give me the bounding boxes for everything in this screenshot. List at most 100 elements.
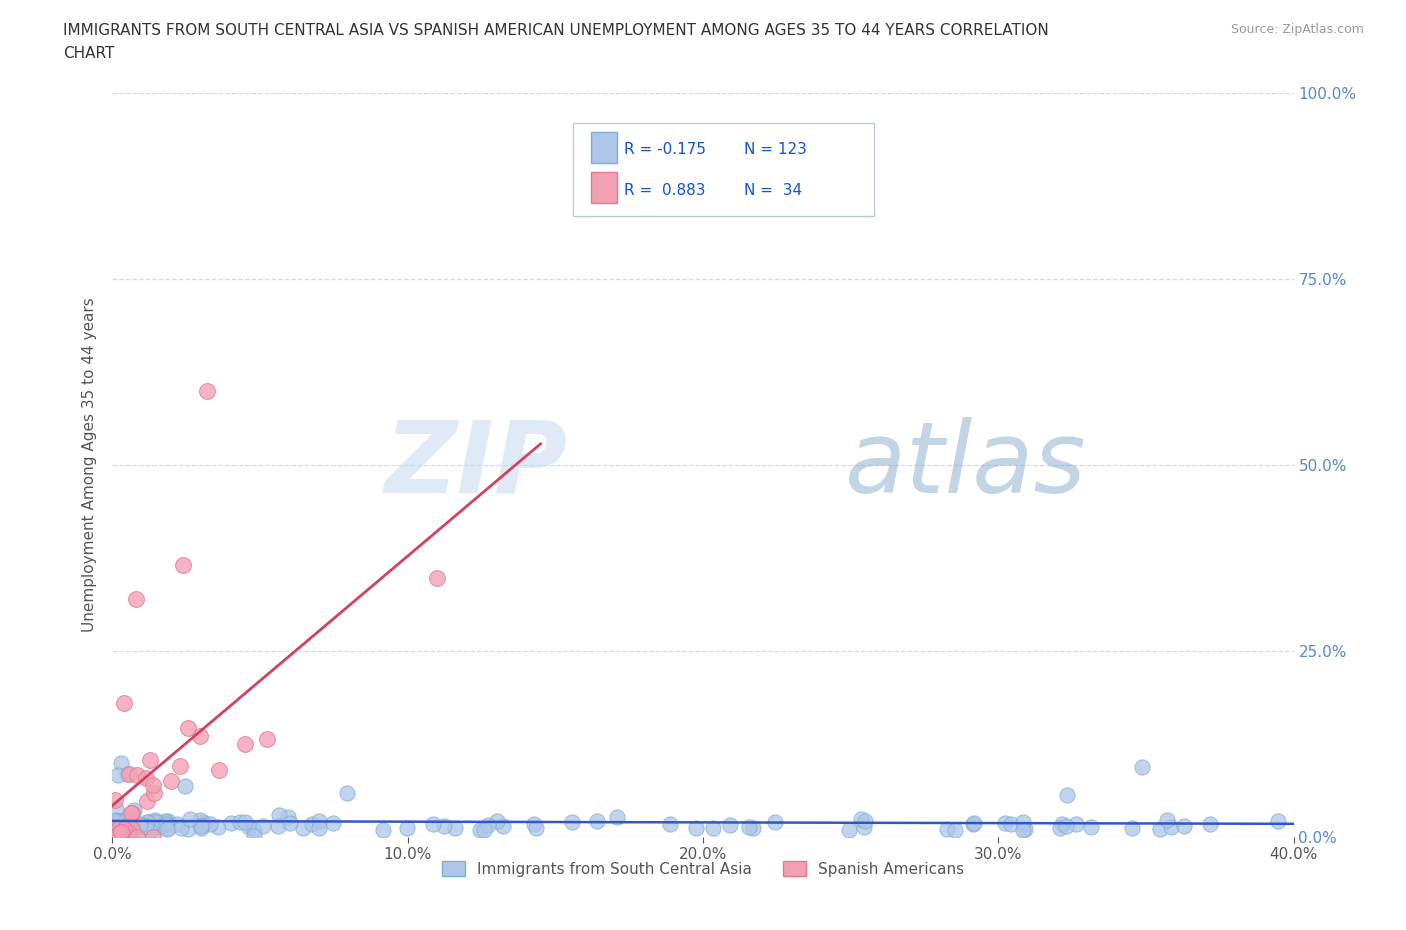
Point: [179, 812, 201, 827]
Point: [114, 830, 136, 844]
Point: [1012, 815, 1035, 830]
Point: [738, 819, 761, 834]
Point: [468, 823, 491, 838]
Point: [742, 820, 765, 835]
Point: [235, 815, 257, 830]
Point: [243, 829, 266, 844]
Point: [198, 817, 221, 831]
Point: [122, 815, 145, 830]
Point: [718, 817, 741, 832]
Point: [103, 816, 125, 830]
Point: [135, 815, 157, 830]
Point: [659, 817, 682, 831]
Point: [477, 818, 499, 833]
Point: [118, 830, 141, 844]
Point: [308, 813, 330, 828]
Point: [169, 821, 191, 836]
Point: [142, 830, 165, 844]
Point: [1064, 817, 1087, 832]
Point: [155, 814, 177, 829]
Point: [962, 817, 984, 831]
Point: [277, 809, 299, 824]
Point: [278, 815, 301, 830]
Point: [176, 821, 198, 836]
Point: [114, 818, 136, 833]
Text: CHART: CHART: [63, 46, 115, 61]
Point: [114, 813, 136, 828]
Point: [267, 808, 290, 823]
Point: [139, 753, 162, 768]
Point: [838, 823, 860, 838]
Point: [117, 825, 139, 840]
Point: [120, 817, 142, 832]
Point: [148, 819, 170, 834]
Point: [685, 820, 707, 835]
Point: [219, 816, 242, 830]
Point: [395, 820, 418, 835]
Point: [145, 817, 167, 832]
FancyBboxPatch shape: [574, 123, 875, 216]
Point: [1056, 788, 1078, 803]
Point: [124, 816, 146, 830]
Point: [135, 793, 157, 808]
Text: N =  34: N = 34: [744, 183, 803, 198]
Text: IMMIGRANTS FROM SOUTH CENTRAL ASIA VS SPANISH AMERICAN UNEMPLOYMENT AMONG AGES 3: IMMIGRANTS FROM SOUTH CENTRAL ASIA VS SP…: [63, 23, 1049, 38]
Point: [336, 785, 359, 800]
Point: [426, 571, 449, 586]
Point: [853, 819, 876, 834]
Point: [188, 728, 211, 743]
Bar: [591, 172, 617, 204]
Bar: [591, 132, 617, 164]
Point: [1156, 813, 1178, 828]
Text: atlas: atlas: [845, 417, 1087, 513]
Point: [172, 558, 194, 573]
Point: [110, 825, 132, 840]
Point: [485, 814, 508, 829]
Point: [104, 830, 127, 844]
Point: [107, 825, 129, 840]
Point: [142, 777, 165, 792]
Legend: Immigrants from South Central Asia, Spanish Americans: Immigrants from South Central Asia, Span…: [436, 855, 970, 883]
Point: [301, 817, 323, 831]
Point: [129, 817, 152, 832]
Point: [291, 820, 314, 835]
Point: [156, 821, 179, 836]
Point: [155, 815, 177, 830]
Point: [155, 817, 177, 831]
Point: [115, 766, 138, 781]
Point: [1121, 820, 1143, 835]
Point: [125, 823, 148, 838]
Point: [1080, 819, 1102, 834]
Point: [104, 816, 127, 830]
Point: [174, 778, 197, 793]
Point: [135, 770, 157, 785]
Point: [943, 823, 966, 838]
Point: [159, 773, 181, 788]
Point: [586, 814, 609, 829]
Point: [256, 732, 278, 747]
Point: [112, 696, 135, 711]
Point: [169, 758, 191, 773]
Point: [177, 721, 200, 736]
Point: [208, 762, 231, 777]
Point: [111, 817, 134, 832]
Point: [472, 822, 495, 837]
Point: [142, 814, 165, 829]
Text: R =  0.883: R = 0.883: [624, 183, 706, 198]
Text: Source: ZipAtlas.com: Source: ZipAtlas.com: [1230, 23, 1364, 36]
Point: [107, 814, 129, 829]
Point: [193, 815, 215, 830]
Point: [125, 591, 148, 606]
Point: [1000, 817, 1022, 831]
Point: [107, 768, 129, 783]
Point: [103, 817, 125, 831]
Point: [1267, 814, 1289, 829]
Point: [523, 817, 546, 831]
Point: [112, 815, 135, 830]
Point: [114, 812, 136, 827]
Point: [267, 819, 290, 834]
Y-axis label: Unemployment Among Ages 35 to 44 years: Unemployment Among Ages 35 to 44 years: [82, 298, 97, 632]
Point: [107, 821, 129, 836]
Point: [122, 819, 145, 834]
Point: [118, 767, 141, 782]
